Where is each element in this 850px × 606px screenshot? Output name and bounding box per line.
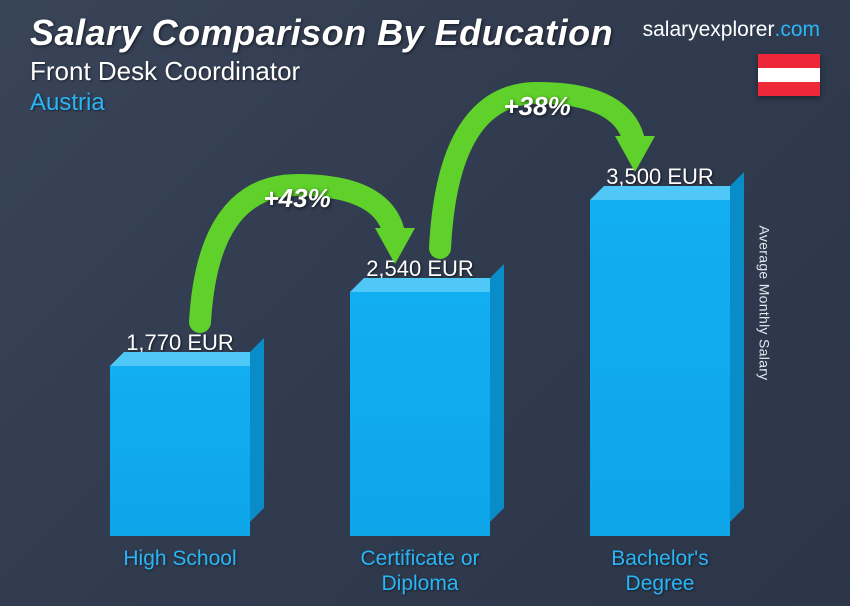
flag-stripe-2 (758, 68, 820, 82)
increase-label-0: +43% (264, 183, 331, 214)
brand-logo: salaryexplorer.com (643, 18, 820, 42)
brand-main: salaryexplorer (643, 18, 775, 41)
x-label-2: Bachelor'sDegree (540, 546, 780, 596)
flag-stripe-1 (758, 54, 820, 68)
chart-subtitle: Front Desk Coordinator (30, 56, 820, 87)
x-label-1: Certificate orDiploma (300, 546, 540, 596)
x-axis: High SchoolCertificate orDiplomaBachelor… (60, 546, 780, 596)
increase-arrows (60, 90, 780, 536)
brand-accent: .com (774, 18, 820, 41)
x-label-0: High School (60, 546, 300, 596)
bar-chart: 1,770 EUR2,540 EUR3,500 EUR (60, 150, 780, 536)
increase-label-1: +38% (504, 91, 571, 122)
